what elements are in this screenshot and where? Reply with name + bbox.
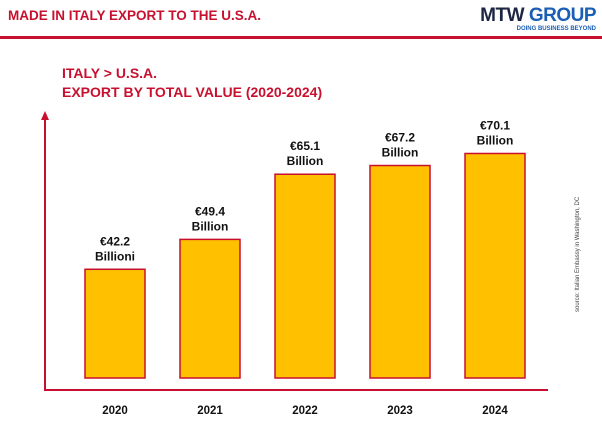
chart-title-line2: EXPORT BY TOTAL VALUE (2020-2024) (62, 84, 323, 100)
x-tick-label: 2022 (292, 405, 318, 417)
data-label-2021: Billion (192, 219, 229, 233)
mtw-group-logo: MTW GROUP DOING BUSINESS BEYOND (480, 5, 596, 33)
data-label-2024: Billion (477, 133, 514, 147)
data-label-2023: €67.2 (385, 131, 415, 145)
chart-title-line1: ITALY > U.S.A. (62, 65, 158, 81)
data-label-2021: €49.4 (195, 204, 225, 218)
x-tick-label: 2023 (387, 405, 413, 417)
x-tick-label: 2020 (102, 405, 128, 417)
bar-2024 (464, 152, 526, 379)
y-axis-arrow (41, 111, 49, 120)
bar-2023 (369, 164, 431, 379)
data-label-2022: Billion (287, 154, 324, 168)
x-tick-label: 2024 (482, 405, 508, 417)
data-label-2020: €42.2 (100, 234, 130, 248)
header-divider (0, 36, 602, 39)
x-tick-label: 2021 (197, 405, 223, 417)
data-label-2024: €70.1 (480, 118, 510, 132)
data-label-2022: €65.1 (290, 139, 320, 153)
bar-2021 (179, 238, 241, 379)
page-title: MADE IN ITALY EXPORT TO THE U.S.A. (8, 8, 262, 23)
data-label-2020: Billioni (95, 249, 135, 263)
bar-2020 (84, 268, 146, 379)
data-label-2023: Billion (382, 146, 419, 160)
bar-2022 (274, 173, 336, 379)
chart-title: ITALY > U.S.A. EXPORT BY TOTAL VALUE (20… (62, 64, 322, 102)
source-note: source: Italian Embassy in Washington, D… (575, 196, 581, 312)
